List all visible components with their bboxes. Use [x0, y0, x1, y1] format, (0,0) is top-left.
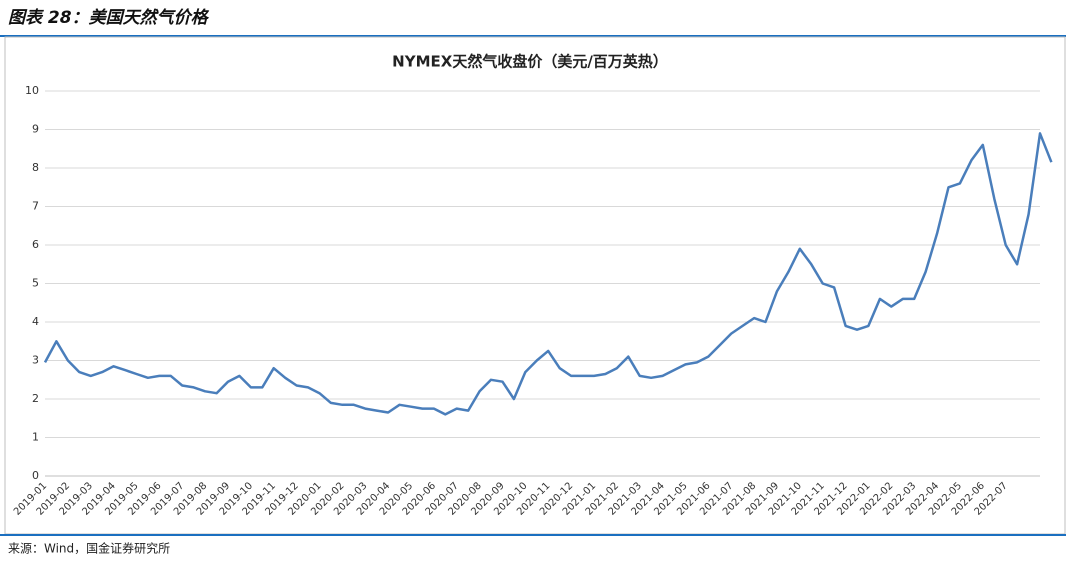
chart-frame — [4, 36, 1066, 535]
plot: 0123456789102019-012019-022019-032019-04… — [12, 84, 1053, 518]
figure-title: 图表 28：美国天然气价格 — [8, 8, 210, 28]
chart-title: NYMEX天然气收盘价（美元/百万英热） — [392, 53, 668, 71]
y-tick-label: 3 — [32, 354, 39, 367]
y-tick-label: 1 — [32, 431, 39, 444]
y-tick-label: 7 — [32, 200, 39, 213]
y-tick-label: 6 — [32, 238, 39, 251]
series-line — [43, 132, 1053, 416]
y-tick-label: 4 — [32, 315, 39, 328]
y-tick-label: 2 — [32, 392, 39, 405]
y-tick-label: 10 — [25, 84, 39, 97]
source-note: 来源：Wind，国金证券研究所 — [8, 541, 170, 556]
y-tick-label: 8 — [32, 161, 39, 174]
y-tick-label: 0 — [32, 469, 39, 482]
y-tick-label: 9 — [32, 123, 39, 136]
y-tick-label: 5 — [32, 277, 39, 290]
